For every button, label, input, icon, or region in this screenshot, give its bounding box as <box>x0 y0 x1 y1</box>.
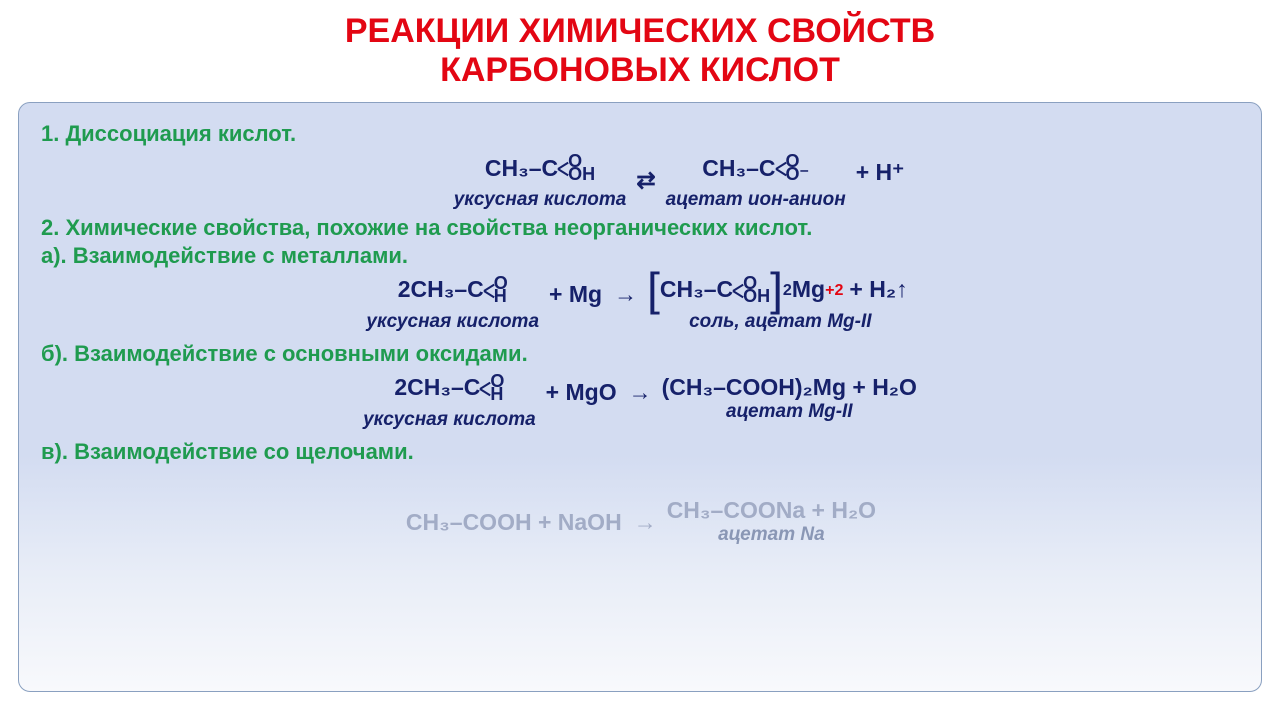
eq1-right-label: ацетат ион-анион <box>666 189 846 211</box>
eq1-left-bot: OH <box>568 165 595 184</box>
eq2c-arrow: → <box>634 509 657 536</box>
eq2b-left-bot: H <box>490 385 503 404</box>
eq2b-coeff: 2 <box>394 376 407 399</box>
eq2a-left-bot: H <box>494 287 507 306</box>
equation-1: CH₃–C O OH уксусная кислота ⇄ CH₃–C O O⁻… <box>41 149 1239 211</box>
equation-2c: CH₃–COOH + NaOH → CH₃–COONa + H₂O ацетат… <box>41 499 1239 546</box>
equation-2b: 2 CH₃–C O H уксусная кислота + MgO → (CH… <box>41 369 1239 431</box>
eq1-arrow: ⇄ <box>636 167 655 194</box>
eq2a-left-prefix: CH₃–C <box>410 278 483 301</box>
eq2a-mg-charge: +2 <box>825 282 843 298</box>
eq2b-plus1: + MgO <box>546 379 617 406</box>
title-line-2: КАРБОНОВЫХ КИСЛОТ <box>0 51 1280 90</box>
eq2c-right: CH₃–COONa + H₂O ацетат Na <box>667 499 876 546</box>
heading-2c: в). Взаимодействие со щелочами. <box>41 439 1239 465</box>
bracket-close-icon: ] <box>770 271 783 308</box>
eq2c-left: CH₃–COOH + NaOH <box>406 511 622 534</box>
eq2a-arrow: → <box>614 281 637 308</box>
eq2c-right-label: ацетат Na <box>718 524 825 546</box>
eq2b-left-label: уксусная кислота <box>363 409 536 431</box>
eq1-left-label: уксусная кислота <box>454 189 627 211</box>
eq1-left: CH₃–C O OH уксусная кислота <box>454 149 627 211</box>
eq2a-br-sub: 2 <box>783 282 792 298</box>
eq2b-arrow: → <box>629 379 652 406</box>
title-line-1: РЕАКЦИИ ХИМИЧЕСКИХ СВОЙСТВ <box>0 12 1280 51</box>
content-panel: 1. Диссоциация кислот. CH₃–C O OH уксусн… <box>18 102 1262 692</box>
eq1-left-prefix: CH₃–C <box>485 157 558 180</box>
eq2c-right-text: CH₃–COONa + H₂O <box>667 499 876 522</box>
equation-2a: 2 CH₃–C O H уксусная кислота + Mg → [ CH… <box>41 271 1239 333</box>
heading-2b: б). Взаимодействие с основными оксидами. <box>41 341 1239 367</box>
eq2a-right-label: соль, ацетат Mg-II <box>689 311 871 333</box>
heading-2a: а). Взаимодействие с металлами. <box>41 243 1239 269</box>
eq2b-product: (CH₃–COOH)₂Mg + H₂O <box>662 376 917 399</box>
bracket-open-icon: [ <box>647 271 660 308</box>
eq2b-right: (CH₃–COOH)₂Mg + H₂O ацетат Mg-II <box>662 376 917 423</box>
eq2a-mg: Mg <box>792 278 825 301</box>
eq2a-left: 2 CH₃–C O H уксусная кислота <box>366 271 539 333</box>
eq2b-left-prefix: CH₃–C <box>407 376 480 399</box>
eq2a-coeff: 2 <box>398 278 411 301</box>
slide-title: РЕАКЦИИ ХИМИЧЕСКИХ СВОЙСТВ КАРБОНОВЫХ КИ… <box>0 0 1280 90</box>
eq2a-br-bot: OH <box>743 287 770 306</box>
eq1-right-bot: O⁻ <box>786 165 810 184</box>
eq1-tail: + H⁺ <box>856 159 905 186</box>
eq2b-right-label: ацетат Mg-II <box>726 401 853 423</box>
eq2a-left-label: уксусная кислота <box>366 311 539 333</box>
eq2a-br-prefix: CH₃–C <box>660 278 733 301</box>
eq1-right: CH₃–C O O⁻ ацетат ион-анион <box>666 149 846 211</box>
eq1-right-prefix: CH₃–C <box>702 157 775 180</box>
heading-1: 1. Диссоциация кислот. <box>41 121 1239 147</box>
eq2a-plus1: + Mg <box>549 281 602 308</box>
eq2a-right: [ CH₃–C O OH ] 2 Mg +2 + H₂↑ соль, ацета… <box>647 271 914 333</box>
eq2a-tail: + H₂↑ <box>849 278 907 301</box>
heading-2: 2. Химические свойства, похожие на свойс… <box>41 215 1239 241</box>
eq2b-left: 2 CH₃–C O H уксусная кислота <box>363 369 536 431</box>
